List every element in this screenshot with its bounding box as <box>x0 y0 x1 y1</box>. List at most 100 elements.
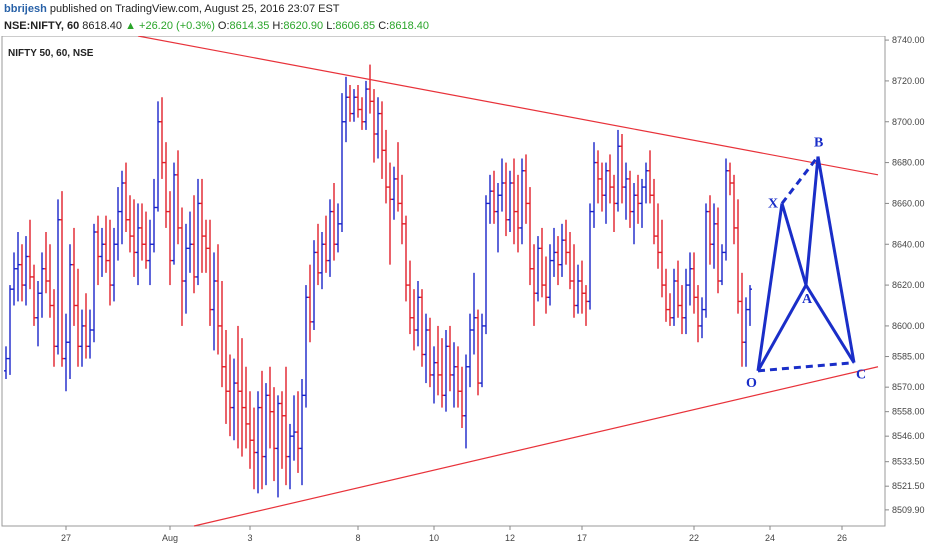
pattern-leg <box>756 203 784 372</box>
author-link[interactable]: bbrijesh <box>4 3 47 15</box>
ohlc-bar <box>660 219 664 298</box>
ohlc-bar <box>80 309 84 367</box>
time-tick-label: 24 <box>765 533 775 543</box>
ohlc-bar <box>432 346 436 404</box>
pattern-leg <box>816 156 856 363</box>
ohlc-bar <box>612 174 616 232</box>
ohlc-bar <box>460 366 464 428</box>
ohlc-bar <box>104 215 108 273</box>
ohlc-bar <box>664 268 668 322</box>
ohlc-bar <box>352 89 356 122</box>
ohlc-line: NSE:NIFTY, 60 8618.40 ▲ +26.20 (+0.3%) O… <box>4 20 429 32</box>
ohlc-bar <box>728 162 732 196</box>
ohlc-bar <box>696 285 700 343</box>
time-tick-label: 12 <box>505 533 515 543</box>
ohlc-bar <box>720 244 724 286</box>
ohlc-bar <box>324 215 328 273</box>
ohlc-bar <box>28 219 32 290</box>
ohlc-bar <box>652 178 656 245</box>
ohlc-bar <box>416 281 420 347</box>
ohlc-bar <box>544 256 548 314</box>
ohlc-bar <box>512 158 516 245</box>
ohlc-bar <box>476 309 480 396</box>
ohlc-bar <box>64 313 68 392</box>
ohlc-bar <box>692 252 696 314</box>
ohlc-bar <box>232 358 236 441</box>
ohlc-bar <box>48 244 52 318</box>
ohlc-bar <box>204 219 208 273</box>
ohlc-bar <box>444 330 448 412</box>
ohlc-bar <box>644 162 648 204</box>
time-axis[interactable]: 27 Aug 3 8 10 12 17 22 24 26 <box>61 526 847 543</box>
pattern-leg <box>804 156 820 286</box>
price-axis[interactable]: 8509.90 8521.50 8533.50 8546.00 8558.00 8570.… <box>885 36 925 515</box>
ohlc-bar <box>536 236 540 302</box>
ohlc-bar <box>156 101 160 212</box>
ohlc-bar <box>564 219 568 265</box>
ohlc-bar <box>456 346 460 408</box>
ohlc-bar <box>480 313 484 388</box>
ohlc-bar <box>328 199 332 277</box>
ohlc-bar <box>228 354 232 437</box>
pattern-leg <box>780 202 808 286</box>
ohlc-bar <box>624 162 628 220</box>
ohlc-bar <box>120 170 124 245</box>
ohlc-bar <box>680 285 684 335</box>
ohlc-bar <box>264 383 268 486</box>
ohlc-bar <box>24 236 28 306</box>
ohlc-bar <box>700 297 704 339</box>
ohlc-bar <box>504 162 508 237</box>
low-value: 8606.85 <box>335 20 376 32</box>
ohlc-bar <box>388 162 392 265</box>
ohlc-bar <box>556 236 560 286</box>
ohlc-bar <box>52 289 56 367</box>
ohlc-bar <box>36 281 40 347</box>
price-tick-label: 8546.00 <box>892 431 925 441</box>
close-label: C: <box>378 20 390 32</box>
ohlc-bar <box>740 272 744 367</box>
ohlc-bar <box>532 244 536 326</box>
pattern-ratio-line <box>780 155 820 205</box>
pattern-leg <box>804 284 856 364</box>
ohlc-bar <box>140 203 144 261</box>
ohlc-bar <box>88 309 92 359</box>
ohlc-bar <box>148 219 152 286</box>
ohlc-bar <box>336 203 340 253</box>
ohlc-bar <box>4 346 8 379</box>
ohlc-bar <box>136 203 140 286</box>
price-tick-label: 8600.00 <box>892 321 925 331</box>
ohlc-bar <box>280 391 284 469</box>
ohlc-bar <box>704 203 708 318</box>
ohlc-bar <box>364 80 368 130</box>
trendlines[interactable] <box>137 36 879 527</box>
ohlc-bars <box>4 64 752 498</box>
price-tick-label: 8521.50 <box>892 481 925 491</box>
ohlc-bar <box>640 178 644 228</box>
ohlc-bar <box>604 162 608 224</box>
ohlc-bar <box>712 203 716 269</box>
ohlc-bar <box>40 252 44 318</box>
ohlc-bar <box>32 264 36 326</box>
ohlc-bar <box>572 244 576 318</box>
ohlc-bar <box>200 178 204 273</box>
last-price: 8618.40 <box>82 20 123 32</box>
ohlc-bar <box>68 244 72 379</box>
ohlc-bar <box>540 227 544 298</box>
harmonic-pattern[interactable]: O X A B C <box>746 135 866 390</box>
ohlc-bar <box>292 395 296 461</box>
pattern-point-label: C <box>856 368 866 383</box>
ohlc-bar <box>308 264 312 343</box>
ohlc-bar <box>188 211 192 273</box>
ohlc-bar <box>348 85 352 122</box>
ohlc-bar <box>732 174 736 245</box>
price-chart[interactable]: O X A B C 8509.90 8521.50 8533.50 8546.00 8558.0… <box>0 36 932 550</box>
price-tick-label: 8509.90 <box>892 505 925 515</box>
ohlc-bar <box>632 183 636 245</box>
low-label: L: <box>326 20 336 32</box>
ohlc-bar <box>472 272 476 355</box>
ohlc-bar <box>440 338 444 408</box>
ohlc-bar <box>176 150 180 245</box>
ohlc-bar <box>124 162 128 232</box>
ohlc-bar <box>708 195 712 265</box>
plot-frame <box>1 36 886 527</box>
